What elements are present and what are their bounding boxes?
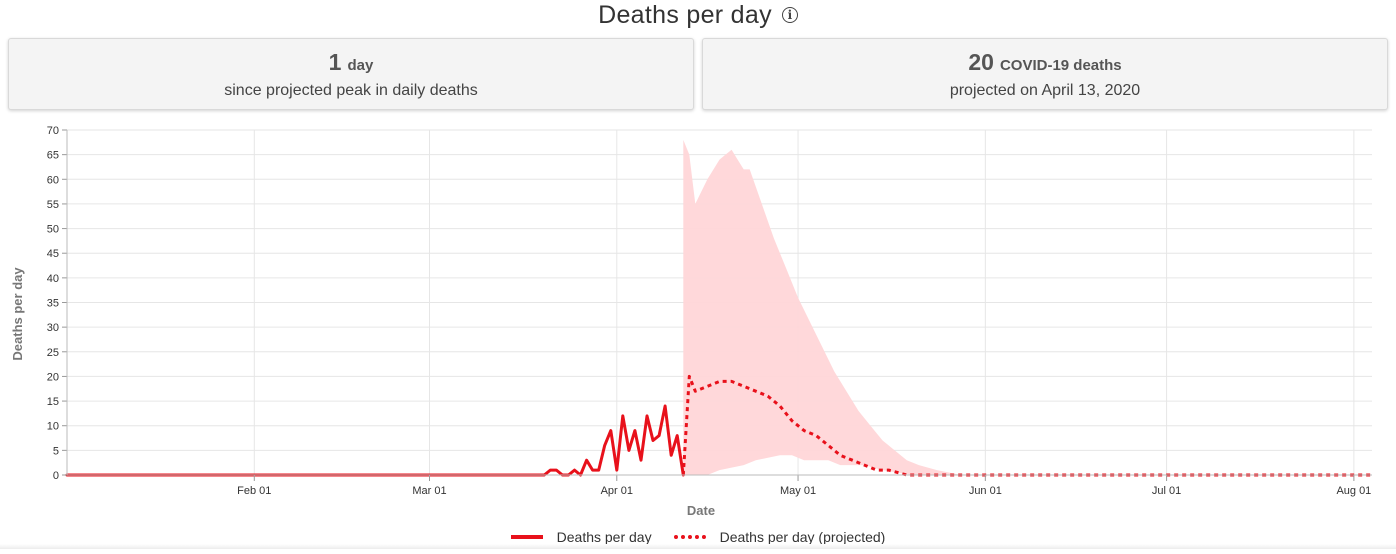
projected-deaths-number: 20 <box>968 48 994 75</box>
y-tick-label: 50 <box>47 224 59 236</box>
legend-label-actual: Deaths per day <box>556 529 652 545</box>
legend-item-projected[interactable]: Deaths per day (projected) <box>673 529 886 545</box>
info-circle-icon[interactable]: i <box>781 7 798 23</box>
uncertainty-band <box>683 139 962 475</box>
x-axis-label: Date <box>687 503 715 518</box>
bottom-shadow <box>0 544 1396 549</box>
y-tick-label: 70 <box>47 125 59 137</box>
peak-summary-main: 1 day <box>329 49 374 76</box>
y-tick-label: 20 <box>47 371 59 383</box>
axis-layer: 0 5 10 15 20 25 30 35 40 45 50 55 60 65 70 Feb 01 Mar 01… <box>47 125 1372 497</box>
legend-swatch-dotted <box>673 535 706 539</box>
chart-title: Deaths per day <box>598 0 772 29</box>
y-tick-label: 30 <box>47 322 59 334</box>
y-tick-label: 0 <box>53 470 59 482</box>
peak-days-number: 1 <box>328 48 342 75</box>
y-tick-label: 15 <box>47 396 59 408</box>
y-tick-label: 5 <box>53 445 59 457</box>
y-axis-label: Deaths per day <box>10 267 25 361</box>
legend-label-projected: Deaths per day (projected) <box>719 529 886 545</box>
projected-deaths-main: 20 COVID-19 deaths <box>968 49 1121 76</box>
x-tick-label: Jun 01 <box>969 485 1002 497</box>
chart-area: 0 5 10 15 20 25 30 35 40 45 50 55 60 65 70 Feb 01 Mar 01… <box>0 118 1396 549</box>
projected-deaths-card: 20 COVID-19 deaths projected on April 13… <box>702 38 1388 110</box>
y-tick-label: 45 <box>47 248 59 260</box>
actual-deaths-line[interactable] <box>65 404 685 477</box>
x-tick-label: Jul 01 <box>1152 485 1181 497</box>
peak-days-unit: day <box>347 56 374 74</box>
x-tick-label: Apr 01 <box>601 485 633 497</box>
y-tick-label: 35 <box>47 298 59 310</box>
x-tick-label: Aug 01 <box>1336 485 1371 497</box>
x-tick-label: May 01 <box>780 485 816 497</box>
y-tick-label: 25 <box>47 347 59 359</box>
legend-item-actual[interactable]: Deaths per day <box>510 529 652 545</box>
projected-deaths-subtitle: projected on April 13, 2020 <box>949 81 1141 99</box>
x-tick-label: Mar 01 <box>412 485 446 497</box>
y-tick-label: 55 <box>47 199 59 211</box>
peak-summary-card: 1 day since projected peak in daily deat… <box>8 38 694 110</box>
projected-deaths-line[interactable] <box>681 374 1372 477</box>
projected-deaths-unit: COVID-19 deaths <box>999 56 1122 74</box>
band-layer <box>683 139 962 475</box>
y-tick-label: 65 <box>47 150 59 162</box>
chart-header: Deaths per day i <box>0 0 1396 30</box>
chart-legend: Deaths per day Deaths per day (projected… <box>0 526 1396 548</box>
y-tick-label: 10 <box>47 421 59 433</box>
y-tick-label: 40 <box>47 273 59 285</box>
y-tick-label: 60 <box>47 174 59 186</box>
deaths-line-chart[interactable]: 0 5 10 15 20 25 30 35 40 45 50 55 60 65 70 Feb 01 Mar 01… <box>0 118 1396 549</box>
legend-swatch-solid <box>510 535 543 539</box>
x-tick-label: Feb 01 <box>237 485 271 497</box>
peak-summary-subtitle: since projected peak in daily deaths <box>224 81 478 99</box>
